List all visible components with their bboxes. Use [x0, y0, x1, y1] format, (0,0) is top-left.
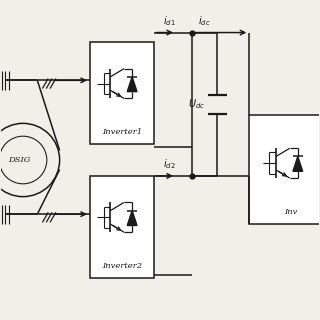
Text: $i_{d1}$: $i_{d1}$	[163, 14, 176, 28]
Text: DSIG: DSIG	[9, 156, 31, 164]
Text: Inv: Inv	[284, 208, 297, 216]
Text: $i_{dc}$: $i_{dc}$	[198, 14, 211, 28]
Text: Inverter1: Inverter1	[102, 128, 142, 136]
Polygon shape	[293, 156, 303, 171]
Text: Inverter2: Inverter2	[102, 262, 142, 270]
Bar	[249, 116, 320, 224]
Bar	[90, 176, 154, 278]
Text: $i_{d2}$: $i_{d2}$	[163, 157, 176, 171]
Polygon shape	[127, 211, 137, 226]
Text: $U_{dc}$: $U_{dc}$	[188, 97, 204, 111]
Bar	[90, 42, 154, 144]
Polygon shape	[127, 77, 137, 92]
